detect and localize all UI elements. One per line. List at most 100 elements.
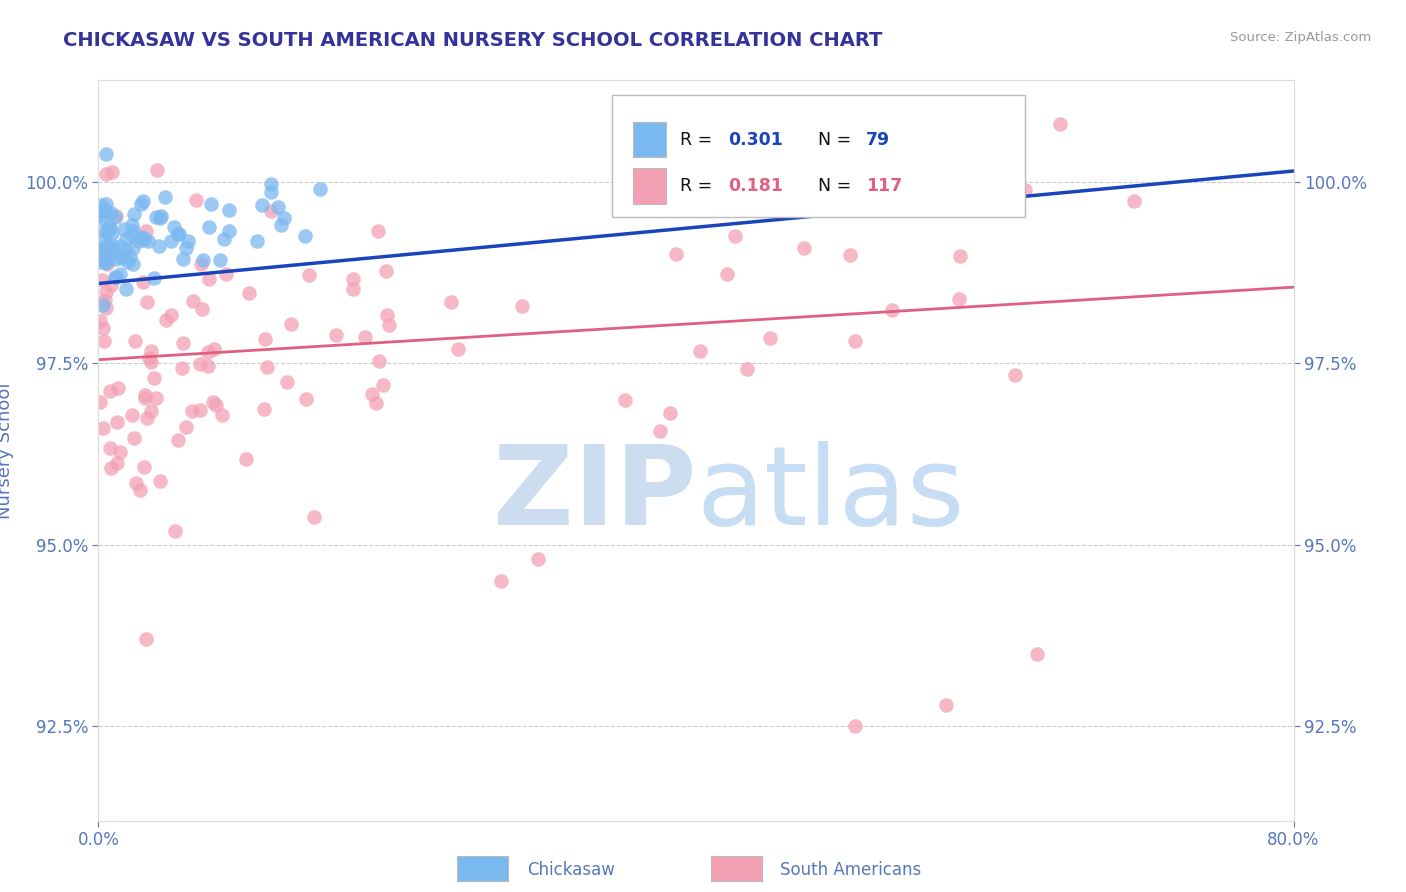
Point [167, 227, 190, 241]
Point [143, 271, 166, 285]
Point [167, 227, 190, 242]
Point [134, 388, 156, 402]
Point [91, 242, 114, 256]
Point [308, 182, 330, 196]
Point [218, 224, 240, 238]
Point [105, 415, 128, 429]
Point [132, 275, 155, 289]
Point [149, 211, 172, 226]
Point [174, 241, 197, 255]
Point [197, 345, 219, 359]
Point [270, 218, 292, 232]
Point [91, 272, 114, 286]
Point [132, 194, 155, 209]
Point [214, 232, 236, 246]
Point [110, 252, 132, 266]
Point [115, 232, 138, 246]
Point [104, 210, 127, 224]
Point [124, 334, 146, 349]
Point [253, 333, 276, 347]
Bar [633, 121, 666, 157]
Point [114, 282, 136, 296]
Point [1014, 183, 1036, 197]
Point [491, 574, 513, 588]
Point [235, 451, 257, 466]
Point [101, 238, 124, 252]
Point [294, 228, 316, 243]
Point [135, 224, 157, 238]
Point [260, 177, 283, 191]
Point [936, 200, 959, 214]
Point [94, 224, 117, 238]
Point [360, 387, 382, 401]
Point [114, 242, 136, 256]
Point [844, 334, 866, 348]
Point [181, 293, 204, 308]
Point [1049, 117, 1071, 131]
Point [197, 359, 219, 373]
Point [325, 328, 347, 343]
Point [94, 196, 117, 211]
Point [121, 409, 143, 423]
Point [150, 209, 173, 223]
Point [723, 229, 745, 244]
Point [145, 391, 167, 405]
Text: R =: R = [681, 178, 718, 195]
Point [89, 203, 111, 218]
Point [614, 392, 637, 407]
Point [1026, 647, 1049, 661]
Point [122, 207, 145, 221]
Point [107, 381, 129, 395]
Point [295, 392, 318, 406]
Point [105, 456, 128, 470]
Point [122, 224, 145, 238]
Point [273, 211, 295, 225]
Point [117, 254, 139, 268]
Point [367, 224, 389, 238]
Point [202, 394, 225, 409]
Point [148, 239, 170, 253]
Point [145, 210, 167, 224]
Point [89, 394, 111, 409]
Point [139, 343, 162, 358]
Point [188, 403, 211, 417]
Point [96, 237, 118, 252]
Point [162, 219, 184, 234]
Text: ZIP: ZIP [492, 442, 696, 549]
Point [104, 269, 127, 284]
Point [96, 257, 118, 271]
Point [1004, 368, 1026, 383]
Point [648, 425, 671, 439]
Point [342, 282, 364, 296]
Point [135, 632, 157, 647]
Point [118, 251, 141, 265]
Point [200, 197, 222, 211]
Point [125, 475, 148, 490]
Point [110, 445, 132, 459]
Point [186, 193, 208, 207]
Point [100, 205, 122, 219]
Point [94, 202, 117, 217]
Point [354, 330, 377, 344]
Point [100, 277, 122, 292]
Point [91, 251, 114, 265]
Point [134, 391, 156, 405]
Point [101, 165, 124, 179]
Point [172, 252, 194, 266]
Point [94, 255, 117, 269]
Point [94, 301, 117, 315]
Point [665, 246, 688, 260]
Point [208, 253, 231, 268]
Text: CHICKASAW VS SOUTH AMERICAN NURSERY SCHOOL CORRELATION CHART: CHICKASAW VS SOUTH AMERICAN NURSERY SCHO… [63, 31, 883, 50]
Point [160, 234, 183, 248]
Point [101, 242, 124, 256]
Point [250, 197, 273, 211]
Point [735, 362, 758, 376]
Point [176, 419, 198, 434]
Point [527, 552, 550, 566]
Point [108, 268, 131, 282]
Point [238, 285, 260, 300]
Point [93, 334, 115, 348]
Point [96, 168, 118, 182]
Point [267, 200, 290, 214]
